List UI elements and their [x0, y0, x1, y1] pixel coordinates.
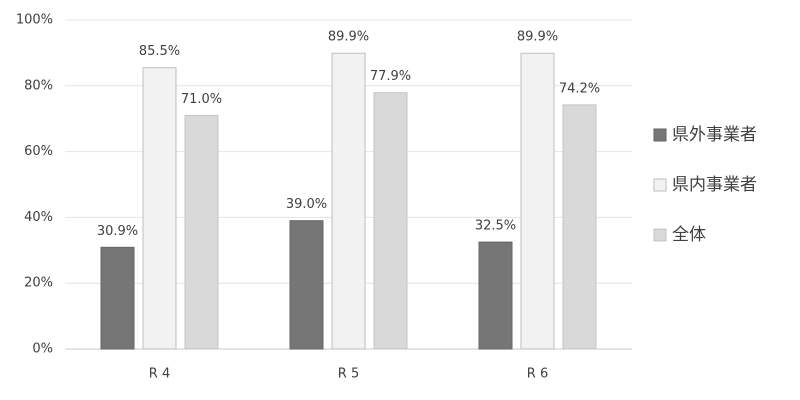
bar [100, 246, 135, 350]
value-label: 77.9% [370, 69, 411, 84]
bar [142, 67, 177, 350]
y-tick-label: 100% [16, 13, 53, 28]
value-label: 30.9% [97, 224, 138, 239]
legend-swatch [653, 128, 667, 142]
legend-label: 全体 [672, 225, 706, 245]
value-label: 32.5% [475, 219, 516, 234]
value-label: 39.0% [286, 197, 327, 212]
bar [478, 241, 513, 350]
legend-label: 県外事業者 [672, 125, 757, 145]
legend-swatch [653, 178, 667, 192]
bar [331, 52, 366, 350]
legend-label: 県内事業者 [672, 175, 757, 195]
y-tick-label: 80% [24, 78, 53, 93]
y-tick-label: 20% [24, 276, 53, 291]
bar [562, 104, 597, 350]
bar [373, 92, 408, 350]
bar [289, 220, 324, 350]
x-tick-label: R 6 [527, 367, 548, 382]
y-tick-label: 60% [24, 144, 53, 159]
value-label: 71.0% [181, 92, 222, 107]
value-label: 89.9% [328, 30, 369, 45]
x-tick-label: R 5 [338, 367, 359, 382]
x-tick-label: R 4 [149, 367, 170, 382]
value-label: 85.5% [139, 44, 180, 59]
y-tick-label: 40% [24, 210, 53, 225]
bar [520, 52, 555, 350]
value-label: 89.9% [517, 30, 558, 45]
bar [184, 114, 219, 350]
y-tick-label: 0% [32, 342, 53, 357]
value-label: 74.2% [559, 81, 600, 96]
legend-swatch [653, 228, 667, 242]
